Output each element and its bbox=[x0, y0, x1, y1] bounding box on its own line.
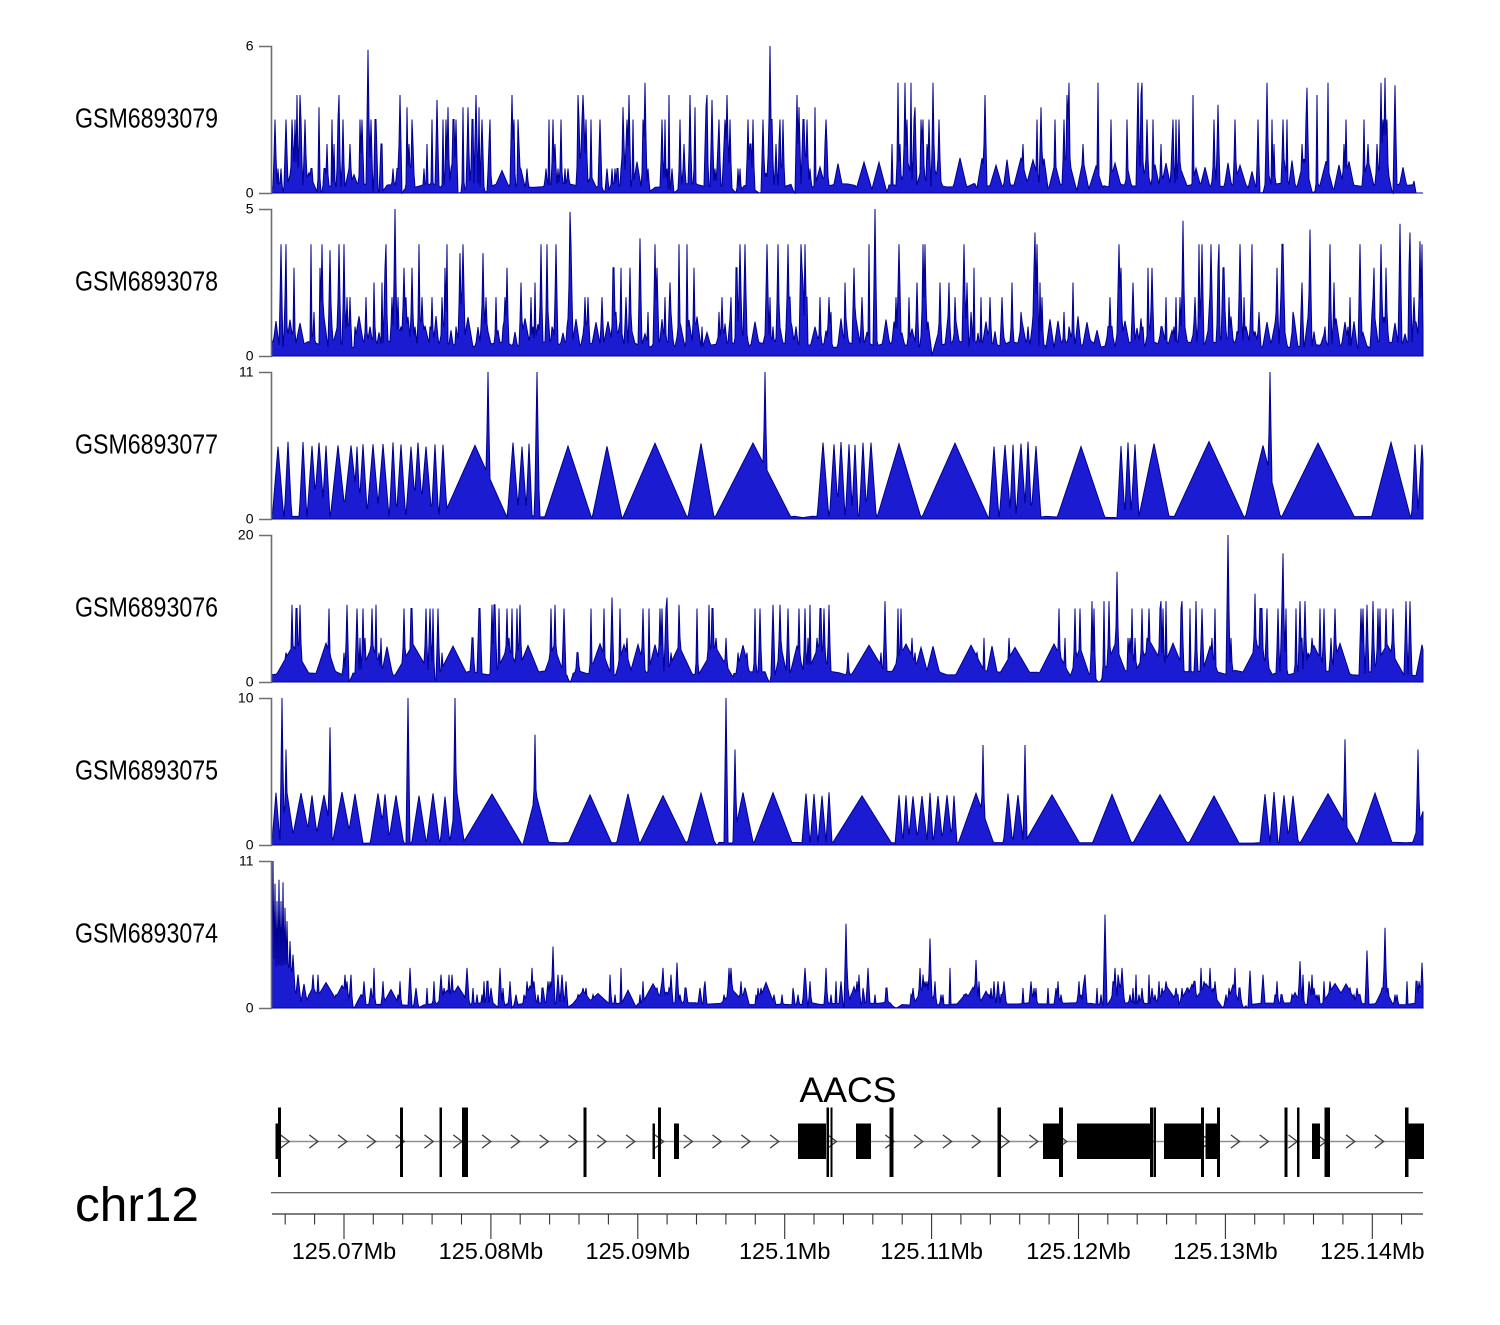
svg-text:125.12Mb: 125.12Mb bbox=[1026, 1238, 1131, 1264]
svg-text:11: 11 bbox=[239, 853, 254, 869]
svg-text:5: 5 bbox=[246, 201, 254, 217]
svg-text:125.08Mb: 125.08Mb bbox=[439, 1238, 544, 1264]
svg-text:125.1Mb: 125.1Mb bbox=[739, 1238, 830, 1264]
svg-text:125.13Mb: 125.13Mb bbox=[1173, 1238, 1278, 1264]
svg-text:GSM6893075: GSM6893075 bbox=[75, 755, 218, 786]
svg-text:0: 0 bbox=[246, 1000, 254, 1016]
svg-text:10: 10 bbox=[238, 690, 254, 706]
svg-text:125.09Mb: 125.09Mb bbox=[586, 1238, 691, 1264]
svg-text:GSM6893076: GSM6893076 bbox=[75, 592, 218, 623]
svg-text:20: 20 bbox=[238, 527, 254, 543]
svg-text:125.07Mb: 125.07Mb bbox=[292, 1238, 397, 1264]
svg-text:6: 6 bbox=[246, 38, 254, 54]
svg-text:0: 0 bbox=[246, 837, 254, 853]
svg-text:0: 0 bbox=[246, 185, 254, 201]
svg-text:AACS: AACS bbox=[800, 1071, 897, 1110]
svg-text:125.14Mb: 125.14Mb bbox=[1320, 1238, 1425, 1264]
svg-text:GSM6893078: GSM6893078 bbox=[75, 266, 218, 297]
svg-text:GSM6893077: GSM6893077 bbox=[75, 429, 218, 460]
svg-text:0: 0 bbox=[246, 511, 254, 527]
svg-text:GSM6893074: GSM6893074 bbox=[75, 918, 218, 949]
svg-text:125.11Mb: 125.11Mb bbox=[880, 1238, 983, 1264]
svg-text:chr12: chr12 bbox=[75, 1179, 199, 1232]
svg-text:0: 0 bbox=[246, 674, 254, 690]
svg-text:11: 11 bbox=[239, 364, 254, 380]
svg-text:GSM6893079: GSM6893079 bbox=[75, 103, 218, 134]
svg-text:0: 0 bbox=[246, 348, 254, 364]
